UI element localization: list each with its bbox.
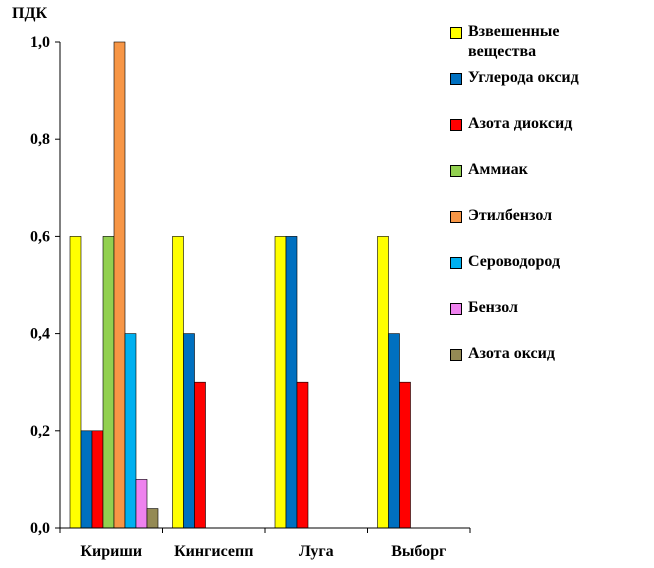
bar <box>91 430 104 529</box>
legend-item: Взвешенные вещества <box>450 22 598 62</box>
legend-item: Сероводород <box>450 252 648 272</box>
bar <box>172 236 184 529</box>
legend-item: Бензол <box>450 298 648 318</box>
bar <box>285 236 298 529</box>
legend-item: Углерода оксид <box>450 68 648 88</box>
legend-swatch <box>450 211 462 223</box>
bar <box>388 333 400 529</box>
bar <box>274 236 287 529</box>
legend-label: Азота оксид <box>468 345 555 362</box>
legend-label: Взвешенные вещества <box>468 23 560 60</box>
x-tick-label: Луга <box>299 543 334 560</box>
bar <box>80 430 93 529</box>
bar <box>113 41 126 529</box>
bar <box>399 381 411 529</box>
bar <box>296 381 309 529</box>
y-tick-label: 0,4 <box>30 326 50 343</box>
legend-swatch <box>450 27 462 39</box>
y-tick-label: 0,0 <box>30 520 50 537</box>
y-tick-label: 0,6 <box>30 228 50 245</box>
legend-label: Аммиак <box>468 161 528 178</box>
bar <box>377 236 389 529</box>
legend-label: Сероводород <box>468 253 561 270</box>
legend-item: Аммиак <box>450 160 648 180</box>
bar <box>146 508 159 529</box>
y-tick-label: 1,0 <box>30 34 50 51</box>
legend-swatch <box>450 349 462 361</box>
x-axis-labels: Кириши Кингисепп Луга Выборг <box>59 528 471 560</box>
y-axis-ticks: 0,0 0,2 0,4 0,6 0,8 1,0 <box>30 34 60 537</box>
y-tick-label: 0,8 <box>30 131 50 148</box>
legend-swatch <box>450 119 462 131</box>
legend-item: Этилбензол <box>450 206 648 226</box>
legend-item: Азота диоксид <box>450 114 648 134</box>
y-tick-label: 0,2 <box>30 423 50 440</box>
x-tick-label: Кингисепп <box>174 543 253 560</box>
legend-item: Азота оксид <box>450 344 648 364</box>
legend-swatch <box>450 303 462 315</box>
bars <box>69 41 411 529</box>
bar <box>124 333 137 529</box>
legend-label: Бензол <box>468 299 518 316</box>
legend-label: Азота диоксид <box>468 115 573 132</box>
bar <box>102 236 115 529</box>
x-tick-label: Выборг <box>391 543 446 560</box>
legend-swatch <box>450 257 462 269</box>
legend-label: Углерода оксид <box>468 69 579 86</box>
bar <box>194 381 206 529</box>
y-axis-label: ПДК <box>12 5 47 22</box>
x-tick-label: Кириши <box>80 543 142 560</box>
legend-swatch <box>450 165 462 177</box>
bar <box>135 479 148 529</box>
bar <box>183 333 195 529</box>
legend-label: Этилбензол <box>468 207 553 224</box>
legend-swatch <box>450 73 462 85</box>
bar <box>69 236 82 529</box>
